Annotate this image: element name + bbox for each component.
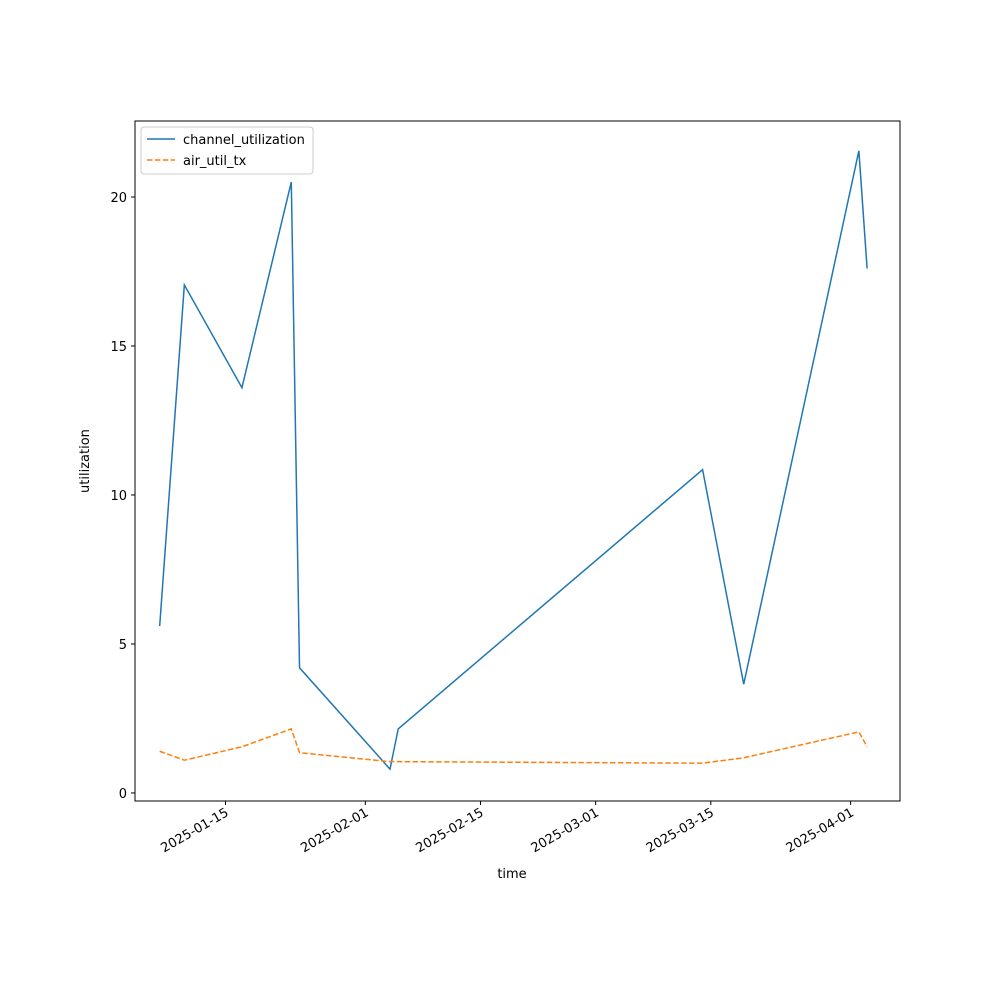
y-tick-label: 15: [110, 340, 127, 355]
y-tick-label: 10: [110, 489, 127, 504]
y-axis-label: utilization: [78, 429, 93, 493]
y-tick-label: 0: [119, 787, 127, 802]
legend-label: air_util_tx: [183, 154, 247, 169]
x-tick-label: 2025-04-01: [784, 805, 857, 856]
plot-frame: [134, 120, 901, 802]
y-tick-label: 20: [110, 191, 127, 206]
series-line: [158, 150, 868, 771]
series-line: [159, 727, 868, 764]
legend-label: channel_utilization: [183, 133, 305, 148]
y-tick-label: 5: [119, 638, 127, 653]
x-tick-label: 2025-03-15: [644, 805, 717, 856]
x-axis-label: time: [497, 867, 526, 882]
x-tick-label: 2025-02-15: [414, 805, 487, 856]
x-tick-label: 2025-01-15: [159, 805, 232, 856]
x-tick-label: 2025-03-01: [529, 805, 602, 856]
x-tick-label: 2025-02-01: [298, 805, 371, 856]
legend-box: [140, 126, 314, 175]
